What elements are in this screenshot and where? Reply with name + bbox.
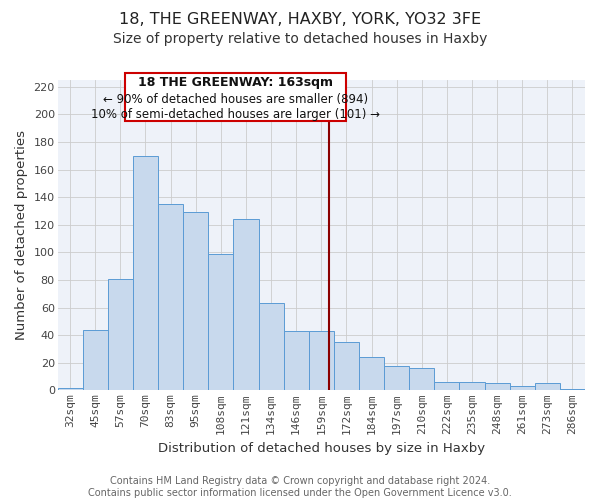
Text: Contains HM Land Registry data © Crown copyright and database right 2024.: Contains HM Land Registry data © Crown c… [110, 476, 490, 486]
Bar [334, 342, 359, 390]
Y-axis label: Number of detached properties: Number of detached properties [15, 130, 28, 340]
Bar [309, 331, 334, 390]
Text: 18 THE GREENWAY: 163sqm: 18 THE GREENWAY: 163sqm [139, 76, 334, 90]
Text: Contains public sector information licensed under the Open Government Licence v3: Contains public sector information licen… [88, 488, 512, 498]
Bar [108, 278, 133, 390]
Bar [208, 254, 233, 390]
Text: 18, THE GREENWAY, HAXBY, YORK, YO32 3FE: 18, THE GREENWAY, HAXBY, YORK, YO32 3FE [119, 12, 481, 28]
Bar [133, 156, 158, 390]
Bar [535, 384, 560, 390]
Bar [509, 386, 535, 390]
X-axis label: Distribution of detached houses by size in Haxby: Distribution of detached houses by size … [158, 442, 485, 455]
Bar [560, 389, 585, 390]
Bar [58, 388, 83, 390]
Bar [460, 382, 485, 390]
FancyBboxPatch shape [125, 73, 346, 122]
Bar [233, 220, 259, 390]
Text: 10% of semi-detached houses are larger (101) →: 10% of semi-detached houses are larger (… [91, 108, 380, 121]
Bar [259, 304, 284, 390]
Text: Size of property relative to detached houses in Haxby: Size of property relative to detached ho… [113, 32, 487, 46]
Bar [158, 204, 183, 390]
Text: ← 90% of detached houses are smaller (894): ← 90% of detached houses are smaller (89… [103, 93, 368, 106]
Bar [409, 368, 434, 390]
Bar [284, 331, 309, 390]
Bar [434, 382, 460, 390]
Bar [359, 358, 384, 390]
Bar [384, 366, 409, 390]
Bar [183, 212, 208, 390]
Bar [485, 384, 509, 390]
Bar [83, 330, 108, 390]
